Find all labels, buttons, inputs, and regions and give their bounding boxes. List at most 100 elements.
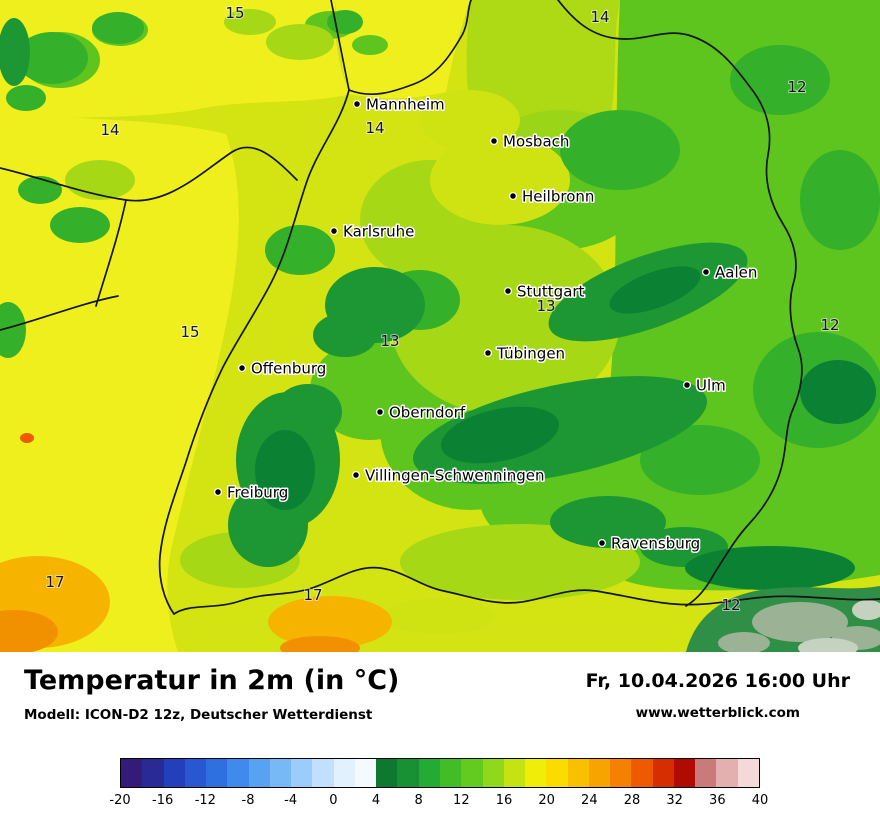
warm-spot [20, 433, 34, 443]
region-deep-green [255, 266, 876, 590]
legend-tick-label: 40 [751, 793, 769, 808]
legend-tick-label: 36 [709, 793, 726, 808]
page-title: Temperatur in 2m (in °C) [24, 665, 400, 696]
city-marker: Ravensburg [597, 533, 702, 554]
legend-segment [184, 759, 207, 787]
legend-segment [376, 759, 398, 787]
legend-ticks: -20 -16 -12 -8 -4 0 4 8 12 16 20 24 28 32 36 40 [109, 793, 768, 811]
temp-label: 14 [365, 119, 384, 137]
legend-tick-label: 8 [414, 793, 423, 808]
legend-segment [673, 759, 696, 787]
title-block: Temperatur in 2m (in °C) Modell: ICON-D2… [24, 666, 399, 723]
legend-segment [567, 759, 589, 787]
temp-label: 14 [100, 121, 119, 139]
legend-segment [206, 759, 228, 787]
legend-segment [227, 759, 249, 787]
legend-segment [503, 759, 526, 787]
city-marker: Villingen-Schwenningen [351, 465, 546, 486]
legend-segment [588, 759, 611, 787]
city-marker: Offenburg [237, 358, 328, 379]
website-url: www.wetterblick.com [635, 705, 800, 721]
legend-segment [291, 759, 313, 787]
border-lines [0, 0, 880, 615]
city-marker: Aalen [701, 262, 759, 283]
city-label: Villingen-Schwenningen [365, 467, 545, 485]
legend-tick-label: 24 [581, 793, 598, 808]
color-legend: -20 -16 -12 -8 -4 0 4 8 12 16 20 24 28 32 36 40 [109, 758, 768, 811]
city-marker: Mosbach [489, 131, 571, 152]
region-light-green [65, 0, 640, 600]
city-marker: Freiburg [213, 482, 290, 503]
legend-segment [269, 759, 292, 787]
legend-segment [248, 759, 270, 787]
legend-segment [312, 759, 334, 787]
city-label: Aalen [715, 264, 757, 282]
legend-segment [461, 759, 483, 787]
city-dot [701, 267, 711, 277]
legend-segment [737, 759, 759, 787]
legend-segment [716, 759, 738, 787]
city-label: Stuttgart [517, 283, 585, 301]
city-marker: Heilbronn [508, 186, 596, 207]
legend-tick-label: -20 [109, 793, 131, 808]
city-marker: Tübingen [483, 343, 567, 364]
model-info: Modell: ICON-D2 12z, Deutscher Wetterdie… [24, 706, 373, 723]
city-marker: Karlsruhe [329, 221, 416, 242]
city-label: Ulm [696, 377, 726, 395]
legend-tick-label: -8 [241, 793, 255, 808]
datetime-block: Fr, 10.04.2026 16:00 Uhr www.wetterblick… [586, 666, 850, 721]
city-dot [237, 363, 247, 373]
legend-segment [525, 759, 547, 787]
city-marker: Mannheim [352, 94, 446, 115]
city-label: Mosbach [503, 133, 569, 151]
legend-tick-label: 32 [666, 793, 683, 808]
city-label: Ravensburg [611, 535, 700, 553]
legend-segment [546, 759, 568, 787]
info-panel: Temperatur in 2m (in °C) Modell: ICON-D2… [0, 652, 880, 830]
city-dot [213, 487, 223, 497]
legend-segment [439, 759, 462, 787]
city-dot [351, 470, 361, 480]
legend-tick-label: 20 [538, 793, 555, 808]
city-label: Freiburg [227, 484, 288, 502]
city-label: Mannheim [366, 96, 445, 114]
legend-segment [610, 759, 632, 787]
region-yellow-green-patches [385, 90, 570, 634]
temp-label: 12 [820, 316, 839, 334]
legend-segment [142, 759, 164, 787]
city-dot [483, 348, 493, 358]
temp-label: 17 [45, 573, 64, 591]
city-label: Heilbronn [522, 188, 594, 206]
temp-label: 17 [303, 586, 322, 604]
city-marker: Ulm [682, 375, 727, 396]
legend-tick-label: -12 [194, 793, 216, 808]
legend-segment [418, 759, 440, 787]
temp-label: 13 [536, 297, 555, 315]
city-markers: Mannheim Mosbach Heilbronn Karlsruhe Stuttga… [213, 94, 759, 554]
city-label: Tübingen [496, 345, 565, 363]
legend-bar [120, 758, 760, 788]
temp-label: 15 [180, 323, 199, 341]
legend-tick-label: 4 [371, 793, 381, 808]
legend-tick-label: 12 [453, 793, 470, 808]
city-dot [682, 380, 692, 390]
legend-tick-label: 0 [329, 793, 338, 808]
city-dot [352, 99, 362, 109]
weather-map: 15 14 14 14 12 15 13 13 12 17 17 12 Mannheim Mosbach… [0, 0, 880, 652]
legend-segment [652, 759, 674, 787]
legend-segment [333, 759, 355, 787]
legend-segment [354, 759, 377, 787]
city-dot [597, 538, 607, 548]
temp-label: 12 [721, 596, 740, 614]
temp-label: 13 [380, 332, 399, 350]
weather-map-svg: 15 14 14 14 12 15 13 13 12 17 17 12 Mannheim Mosbach… [0, 0, 880, 652]
city-dot [329, 226, 339, 236]
forecast-datetime: Fr, 10.04.2026 16:00 Uhr [585, 670, 850, 692]
temp-label: 12 [787, 78, 806, 96]
city-label: Karlsruhe [343, 223, 414, 241]
region-deep-orange [0, 610, 360, 652]
city-dot [508, 191, 518, 201]
legend-segment [163, 759, 185, 787]
city-dot [489, 136, 499, 146]
city-dot [375, 407, 385, 417]
